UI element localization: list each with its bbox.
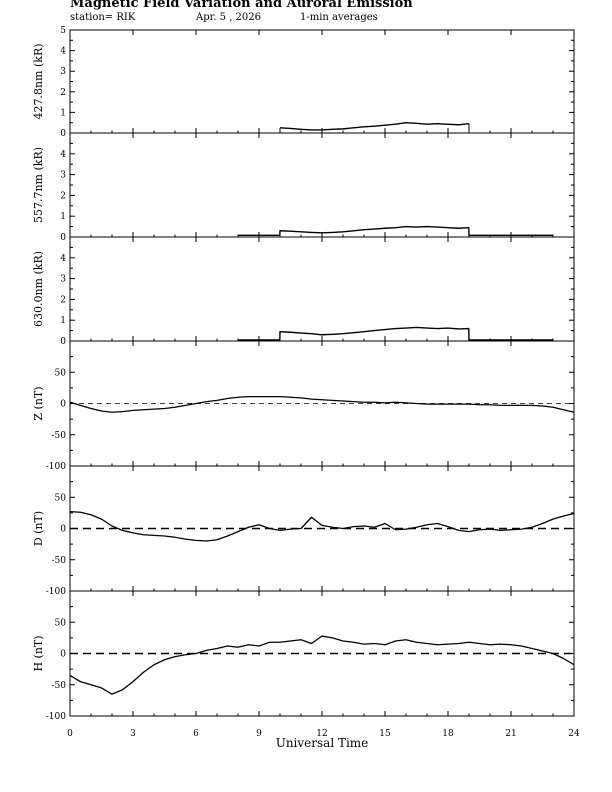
series-line-5577nm: [238, 225, 553, 237]
y-axis-label-5: D (nT): [32, 511, 45, 546]
series-line-4278nm: [279, 121, 470, 131]
y-axis-label-3: 630.0nm (kR): [32, 251, 45, 327]
y-tick-label-3-1: 1: [60, 316, 66, 326]
y-axis-label-1: 427.8nm (kR): [32, 43, 45, 119]
x-tick-label-24: 24: [568, 729, 580, 739]
x-tick-label-6: 6: [193, 729, 199, 739]
panel-frame-2: [69, 132, 575, 238]
y-tick-label-1-4: 4: [60, 47, 66, 57]
y-tick-label-2-4: 4: [60, 150, 66, 160]
y-tick-label-5--100: -100: [46, 587, 66, 597]
y-axis-label-6: H (nT): [32, 635, 45, 671]
y-tick-label-6-0: 0: [60, 650, 66, 660]
y-axis-label-2: 557.7nm (kR): [32, 147, 45, 223]
series-line-h: [69, 635, 575, 695]
y-axis-label-4: Z (nT): [32, 386, 45, 420]
y-tick-label-2-3: 3: [60, 171, 66, 181]
y-tick-label-6--100: -100: [46, 712, 66, 722]
y-tick-label-5--50: -50: [52, 556, 67, 566]
y-tick-label-4--100: -100: [46, 462, 66, 472]
x-tick-label-9: 9: [256, 729, 262, 739]
y-tick-label-4-0: 0: [60, 400, 66, 410]
x-tick-label-12: 12: [316, 729, 327, 739]
y-tick-label-4-50: 50: [55, 368, 67, 378]
series-line-d: [69, 510, 575, 542]
y-tick-label-3-3: 3: [60, 275, 66, 285]
chart-title: Magnetic Field Variation and Auroral Emi…: [70, 0, 413, 11]
series-line-z: [69, 395, 575, 413]
series-line-6300nm: [238, 326, 553, 341]
y-tick-label-2-1: 1: [60, 212, 66, 222]
y-tick-label-2-2: 2: [60, 191, 66, 201]
y-tick-label-1-1: 1: [60, 108, 66, 118]
station-label: station= RIK: [70, 12, 136, 23]
y-tick-label-3-2: 2: [60, 295, 66, 305]
y-tick-label-2-0: 0: [60, 233, 66, 243]
panel-frame-1: [69, 29, 575, 134]
x-tick-label-15: 15: [379, 729, 391, 739]
y-tick-label-3-0: 0: [60, 337, 66, 347]
chart-header: Magnetic Field Variation and Auroral Emi…: [0, 0, 612, 30]
y-tick-label-1-2: 2: [60, 88, 66, 98]
x-tick-label-21: 21: [505, 729, 516, 739]
date-label: Apr. 5 , 2026: [196, 12, 262, 23]
panel-frame-3: [69, 236, 575, 342]
y-tick-label-5-50: 50: [55, 493, 67, 503]
y-tick-label-4--50: -50: [52, 431, 67, 441]
x-tick-label-3: 3: [130, 729, 136, 739]
x-axis-label: Universal Time: [276, 736, 369, 750]
y-tick-label-1-0: 0: [60, 129, 66, 139]
y-tick-label-3-4: 4: [60, 254, 66, 264]
x-tick-label-0: 0: [67, 729, 73, 739]
y-tick-label-1-5: 5: [60, 26, 66, 36]
x-tick-label-18: 18: [442, 729, 454, 739]
y-tick-label-5-0: 0: [60, 525, 66, 535]
y-tick-label-1-3: 3: [60, 67, 66, 77]
y-tick-label-6-50: 50: [55, 618, 67, 628]
averaging-label: 1-min averages: [300, 12, 378, 23]
y-tick-label-6--50: -50: [52, 681, 67, 691]
